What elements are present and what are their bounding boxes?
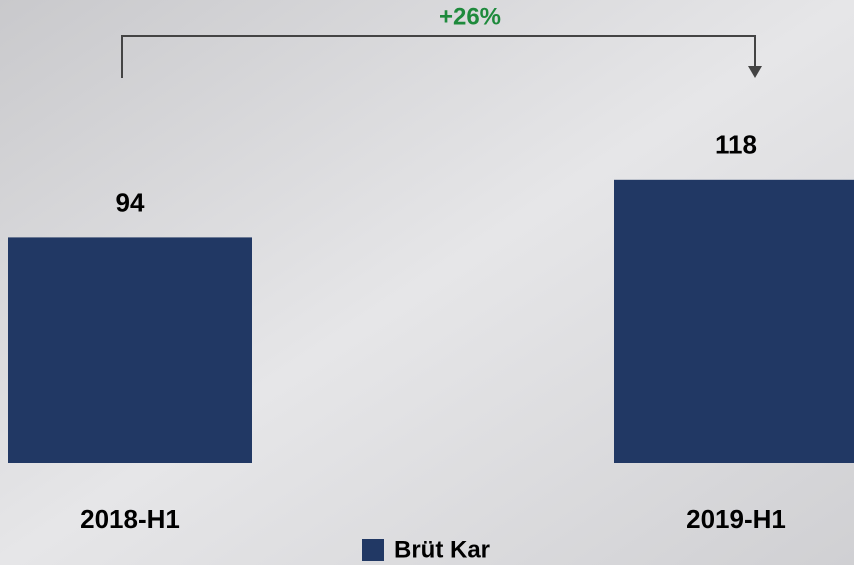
bar (614, 179, 854, 464)
value-label: 118 (715, 130, 757, 160)
bracket (121, 35, 756, 78)
x-tick-label: 2019-H1 (686, 504, 786, 534)
bar (8, 237, 252, 463)
legend-swatch (362, 539, 384, 561)
bracket-line (121, 35, 756, 78)
annotation: +26% (439, 3, 501, 30)
legend-label: Brüt Kar (394, 536, 490, 563)
bracket-arrow (748, 66, 762, 78)
x-tick-label: 2018-H1 (80, 504, 180, 534)
value-label: 94 (116, 187, 145, 217)
